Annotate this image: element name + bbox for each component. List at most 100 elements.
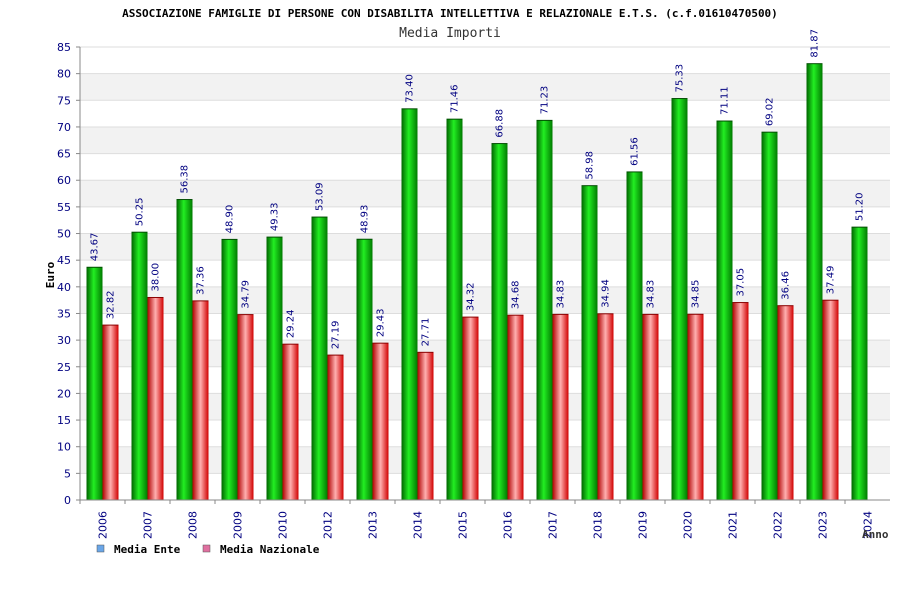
x-tick-label: 2010 [277,511,290,539]
data-label: 37.36 [196,266,207,295]
grid-band [80,126,890,154]
bar-media-nazionale [327,355,344,500]
bar-media-nazionale [687,314,704,500]
bar-media-nazionale [732,302,749,500]
bar-media-ente [851,227,868,500]
data-label: 48.90 [225,205,236,234]
y-tick-label: 30 [57,334,71,347]
y-tick-label: 80 [57,68,71,81]
data-label: 34.83 [646,280,657,309]
x-axis-label: Anno [862,528,889,541]
bar-media-nazionale [282,344,299,500]
bar-media-ente [806,63,823,500]
data-label: 37.05 [736,268,747,297]
data-label: 29.43 [376,309,387,338]
y-tick-label: 70 [57,121,71,134]
data-label: 34.94 [601,279,612,308]
y-tick-label: 25 [57,361,71,374]
y-tick-label: 75 [57,94,71,107]
data-label: 34.79 [241,280,252,309]
data-label: 48.93 [360,205,371,234]
bar-media-ente [671,98,688,501]
y-axis-label: Euro [44,261,57,288]
bar-media-nazionale [372,343,389,500]
legend-swatch-media-ente [96,544,105,553]
bar-media-nazionale [777,305,794,500]
bar-media-ente [581,185,598,500]
x-tick-label: 2007 [142,511,155,539]
data-label: 69.02 [765,98,776,127]
data-label: 34.85 [691,280,702,309]
bar-media-ente [446,119,463,501]
grid-band [80,446,890,474]
bar-media-ente [176,199,193,500]
bar-media-nazionale [417,352,434,500]
bar-media-ente [626,171,643,500]
bar-media-nazionale [822,300,839,500]
data-label: 34.83 [556,280,567,309]
y-tick-label: 10 [57,441,71,454]
data-label: 73.40 [405,74,416,103]
y-tick-label: 0 [64,494,71,507]
bar-media-nazionale [147,297,164,500]
bar-media-ente [311,217,328,500]
bar-media-nazionale [102,325,119,500]
x-tick-label: 2019 [637,511,650,539]
data-label: 27.71 [421,318,432,347]
x-tick-label: 2014 [412,511,425,539]
bar-media-ente [131,232,148,500]
grid-bands [80,73,890,474]
x-tick-label: 2013 [367,511,380,539]
data-label: 38.00 [151,263,162,292]
bars [86,63,868,501]
x-tick-label: 2017 [547,511,560,539]
x-tick-label: 2009 [232,511,245,539]
y-tick-label: 20 [57,387,71,400]
data-label: 56.38 [180,165,191,194]
bar-media-ente [356,239,373,501]
y-tick-label: 55 [57,201,71,214]
x-tick-label: 2024 [862,511,875,539]
axes: 0 5 10 15 20 25 30 35 40 45 50 55 60 65 70 75 80 85 2006 20… [57,41,890,539]
data-label: 66.88 [495,109,506,138]
y-tick-label: 50 [57,228,71,241]
bar-media-ente [716,121,733,501]
bar-media-ente [221,239,238,500]
chart-subtitle: Media Importi [399,26,501,41]
legend-label-media-nazionale: Media Nazionale [220,543,320,556]
x-tick-label: 2012 [322,511,335,539]
bar-media-ente [266,237,283,501]
data-label: 51.20 [855,192,866,221]
x-tick-label: 2022 [772,511,785,539]
y-tick-label: 40 [57,281,71,294]
bar-media-ente [86,267,103,500]
bar-media-ente [761,132,778,500]
bar-media-nazionale [462,317,479,500]
data-label: 75.33 [675,64,686,93]
data-label: 50.25 [135,198,146,227]
y-tick-label: 60 [57,174,71,187]
y-tick-label: 35 [57,307,71,320]
legend-swatch-media-nazionale [202,544,211,553]
bar-media-ente [491,143,508,500]
x-tick-label: 2008 [187,511,200,539]
bar-media-ente [536,120,553,501]
data-labels: 43.67 32.82 50.25 38.00 56.38 37.36 48.90 34.79… [90,29,866,349]
x-tick-label: 2018 [592,511,605,539]
grid-band [80,73,890,101]
bar-media-nazionale [507,315,524,500]
data-label: 61.56 [630,137,641,166]
grid-band [80,286,890,314]
data-label: 71.46 [450,85,461,114]
grid-band [80,393,890,421]
x-tick-label: 2015 [457,511,470,539]
y-tick-label: 5 [64,467,71,480]
bar-media-nazionale [597,313,614,500]
bar-media-nazionale [192,300,209,500]
bar-media-nazionale [552,314,569,500]
data-label: 34.68 [511,281,522,310]
bar-media-nazionale [237,314,254,500]
x-tick-label: 2016 [502,511,515,539]
data-label: 27.19 [331,320,342,349]
